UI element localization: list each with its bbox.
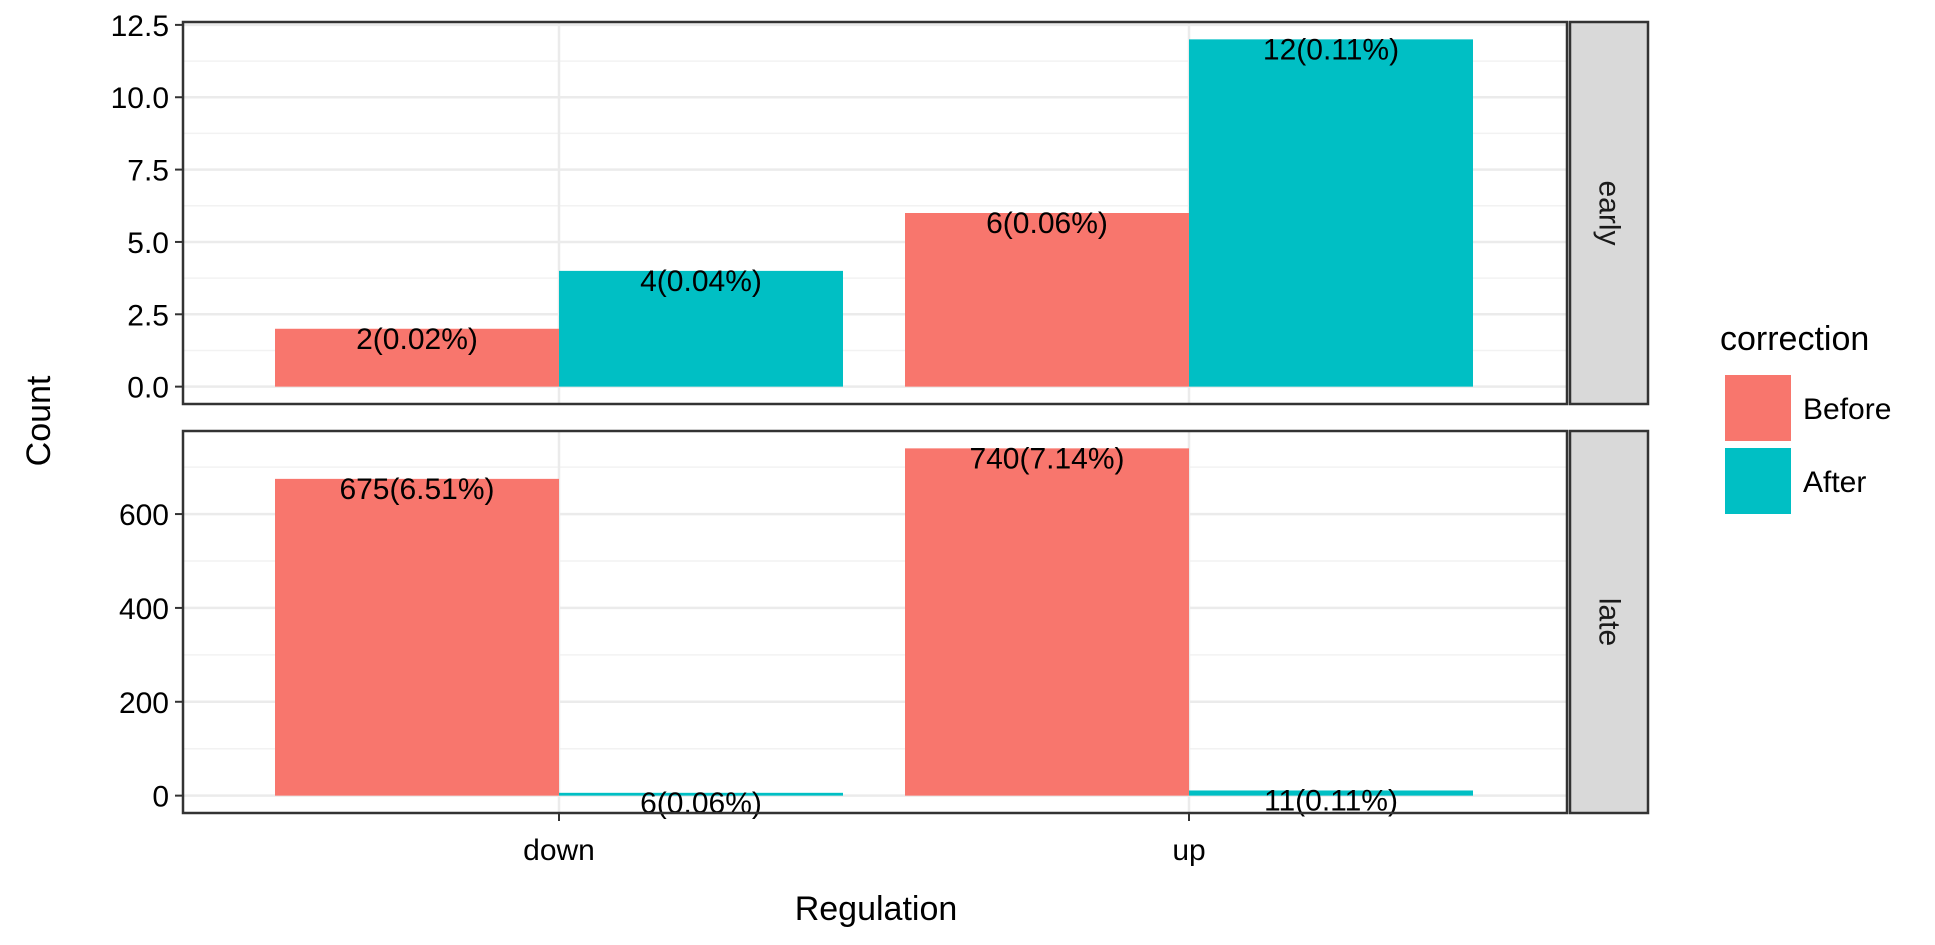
- legend-key-before: [1725, 375, 1791, 441]
- bar-after-up: [1189, 790, 1473, 796]
- bar-label: 740(7.14%): [969, 442, 1124, 475]
- y-tick-label: 200: [119, 687, 169, 720]
- y-tick-label: 0.0: [127, 372, 169, 405]
- x-tick-label: down: [523, 834, 595, 867]
- facet-strip: [1568, 20, 1650, 406]
- legend-key-after: [1725, 448, 1791, 514]
- x-axis: down up: [523, 813, 1206, 867]
- chart-panels: 0.0 2.5 5.0 7.5 10.0 12.5 2(0.02%) 6(0.06%) 4(0.…: [111, 10, 1650, 820]
- y-tick-label: 12.5: [111, 10, 169, 43]
- bar-label: 12(0.11%): [1263, 33, 1399, 66]
- bar-label: 2(0.02%): [356, 323, 478, 356]
- bar-label: 4(0.04%): [640, 265, 762, 298]
- panel-border: [181, 20, 1569, 406]
- y-tick-label: 10.0: [111, 82, 169, 115]
- y-tick-label: 400: [119, 593, 169, 626]
- facet-strip-label: early: [1593, 180, 1626, 245]
- y-axis-title: Count: [20, 375, 58, 466]
- y-tick-label: 7.5: [127, 155, 169, 188]
- legend-title: correction: [1720, 320, 1869, 358]
- y-tick-label: 5.0: [127, 227, 169, 260]
- facet-strip: [1568, 429, 1650, 815]
- x-axis-title: Regulation: [795, 890, 958, 928]
- legend: correction Before After: [1720, 320, 1891, 514]
- panel-border: [181, 429, 1569, 815]
- bar-label: 6(0.06%): [986, 207, 1108, 240]
- facet-strip-label: late: [1593, 598, 1626, 646]
- bar-after-up: [1189, 39, 1473, 387]
- bar-before-down: [275, 328, 559, 387]
- panel-early: 0.0 2.5 5.0 7.5 10.0 12.5 2(0.02%) 6(0.06%) 4(0.…: [111, 10, 1650, 406]
- bar-after-down: [559, 792, 843, 796]
- legend-items: Before After: [1725, 375, 1891, 514]
- y-tick-label: 600: [119, 499, 169, 532]
- legend-label: Before: [1803, 393, 1891, 426]
- y-tick-label: 2.5: [127, 299, 169, 332]
- bar-after-down: [559, 270, 843, 387]
- x-tick-label: up: [1172, 834, 1205, 867]
- bar-before-down: [275, 478, 559, 796]
- bar-label: 675(6.51%): [339, 473, 494, 506]
- y-tick-label: 0: [152, 781, 169, 814]
- bar-before-up: [905, 213, 1189, 387]
- legend-label: After: [1803, 466, 1866, 499]
- bar-label: 6(0.06%): [640, 787, 762, 820]
- bar-before-up: [905, 448, 1189, 796]
